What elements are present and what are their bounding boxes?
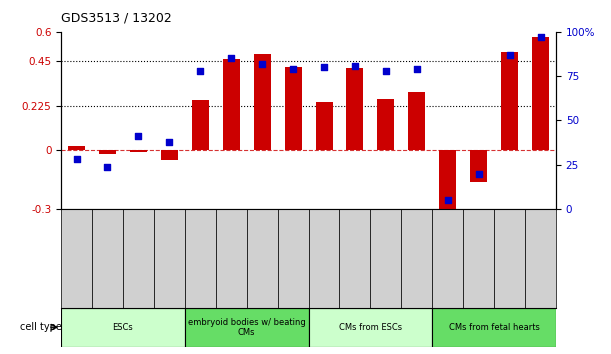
Bar — [340, 209, 370, 308]
Point — [288, 66, 298, 72]
Bar — [370, 209, 401, 308]
Bar — [161, 150, 178, 160]
Bar — [61, 209, 92, 308]
Bar — [378, 99, 394, 150]
Bar — [463, 209, 494, 308]
Bar — [408, 92, 425, 150]
Point — [134, 133, 144, 139]
Bar — [309, 209, 340, 308]
Bar — [285, 67, 302, 150]
Bar — [247, 209, 277, 308]
Bar — [346, 68, 364, 150]
Text: embryoid bodies w/ beating
CMs: embryoid bodies w/ beating CMs — [188, 318, 306, 337]
Point — [381, 68, 391, 74]
Bar — [309, 308, 433, 347]
Point — [505, 52, 514, 58]
Bar — [130, 150, 147, 152]
Point — [319, 64, 329, 70]
Text: cell type: cell type — [20, 322, 62, 332]
Bar — [185, 308, 309, 347]
Bar — [192, 100, 209, 150]
Bar — [439, 150, 456, 213]
Bar — [123, 209, 154, 308]
Text: CMs from fetal hearts: CMs from fetal hearts — [448, 323, 540, 332]
Bar — [61, 308, 185, 347]
Bar — [154, 209, 185, 308]
Bar — [525, 209, 556, 308]
Point — [257, 61, 267, 67]
Bar — [216, 209, 247, 308]
Bar — [99, 150, 116, 154]
Point — [103, 164, 112, 169]
Point — [536, 34, 546, 40]
Text: GDS3513 / 13202: GDS3513 / 13202 — [61, 12, 172, 25]
Point — [412, 66, 422, 72]
Bar — [494, 209, 525, 308]
Bar — [223, 59, 240, 150]
Point — [164, 139, 174, 144]
Point — [71, 156, 81, 162]
Point — [350, 63, 360, 68]
Bar — [315, 102, 332, 150]
Bar — [277, 209, 309, 308]
Bar — [254, 53, 271, 150]
Text: CMs from ESCs: CMs from ESCs — [339, 323, 402, 332]
Bar — [401, 209, 433, 308]
Text: ESCs: ESCs — [112, 323, 133, 332]
Point — [474, 171, 483, 177]
Point — [196, 68, 205, 74]
Bar — [185, 209, 216, 308]
Point — [226, 56, 236, 61]
Bar — [433, 209, 463, 308]
Bar — [92, 209, 123, 308]
Bar — [68, 146, 85, 150]
Bar — [532, 37, 549, 150]
Bar — [433, 308, 556, 347]
Bar — [470, 150, 487, 182]
Point — [443, 198, 453, 203]
Bar — [501, 52, 518, 150]
